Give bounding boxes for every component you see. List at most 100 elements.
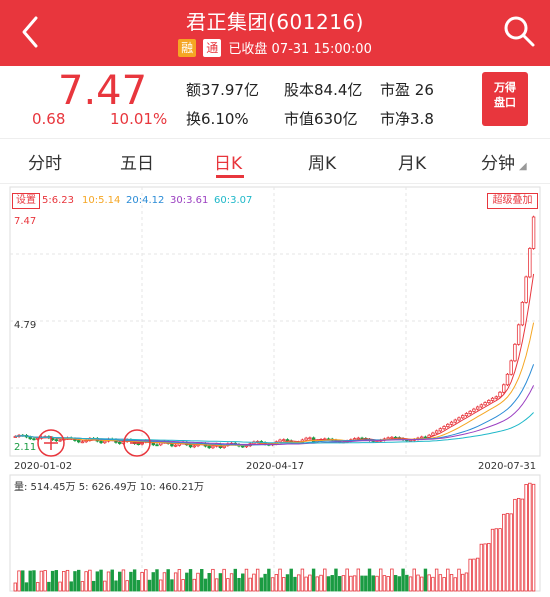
tab-monthly-k[interactable]: 月K — [398, 154, 427, 174]
volume-bar — [226, 578, 230, 592]
volume-bar — [159, 579, 163, 592]
volume-bar — [356, 568, 361, 592]
candle-body — [505, 373, 510, 386]
candle-body — [479, 404, 484, 408]
y-axis-min: 2.11 — [14, 442, 37, 453]
volume-bar — [464, 572, 469, 592]
candle-body — [58, 439, 62, 442]
volume-bar — [47, 581, 51, 592]
search-icon[interactable] — [502, 14, 536, 48]
candle-body — [188, 444, 193, 448]
volume-bar — [461, 573, 465, 592]
volume-bar — [397, 576, 402, 592]
quote-panel: 7.47 0.68 10.01% 额37.97亿 股本84.4亿 市盈 26 换… — [0, 66, 550, 138]
candle-body — [431, 432, 435, 436]
volume-bar — [166, 569, 170, 592]
volume-bar — [173, 572, 178, 592]
candle-body — [494, 396, 498, 399]
volume-bar — [420, 576, 424, 592]
market-status: 融 通 已收盘 07-31 15:00:00 — [0, 38, 550, 57]
x-axis-date-mid: 2020-04-17 — [246, 461, 305, 472]
volume-bar — [472, 558, 476, 592]
volume-bar — [386, 576, 390, 592]
volume-bar — [237, 577, 241, 592]
candle-body — [103, 440, 107, 444]
volume-bar — [524, 484, 528, 592]
volume-bar — [494, 528, 498, 592]
tab-five-day[interactable]: 五日 — [120, 154, 154, 174]
candle-body — [244, 445, 249, 448]
volume-bar — [479, 543, 484, 592]
volume-bar — [125, 580, 129, 592]
volume-bar — [28, 570, 32, 592]
candle-body — [282, 439, 286, 442]
volume-bar — [513, 498, 517, 592]
chart-settings-button[interactable]: 设置 — [12, 193, 40, 209]
candle-body — [464, 413, 469, 417]
volume-bar — [516, 497, 521, 592]
volume-bar — [203, 578, 208, 592]
tab-intraday[interactable]: 分时 — [28, 154, 62, 174]
dropdown-triangle-icon: ◢ — [519, 161, 527, 172]
volume-bar — [218, 573, 223, 592]
volume-bar — [88, 569, 92, 592]
candle-body — [118, 441, 122, 444]
volume-bar — [282, 577, 286, 592]
volume-bar — [248, 577, 252, 592]
candle-body — [241, 445, 245, 448]
volume-bar — [408, 576, 413, 592]
volume-bar — [487, 542, 491, 592]
x-axis-date-end: 2020-07-31 — [478, 461, 537, 472]
volume-bar — [483, 543, 487, 592]
candle-body — [80, 441, 85, 444]
tab-minute[interactable]: 分钟 ◢ — [481, 154, 527, 174]
volume-bar — [352, 575, 357, 592]
tab-weekly-k[interactable]: 周K — [308, 154, 337, 174]
volume-bar — [170, 579, 174, 592]
ma20-label: 20:4.12 — [126, 195, 165, 206]
tab-daily-k[interactable]: 日K — [214, 154, 243, 174]
volume-bar — [505, 513, 510, 592]
volume-bar — [151, 572, 155, 592]
volume-bar — [13, 582, 18, 592]
candle-body — [461, 415, 465, 419]
volume-bar — [207, 572, 211, 592]
status-text: 已收盘 07-31 15:00:00 — [228, 42, 372, 57]
super-overlay-button[interactable]: 超级叠加 — [487, 193, 538, 209]
margin-badge: 融 — [178, 38, 197, 57]
volume-bar — [222, 568, 226, 592]
volume-bar — [531, 483, 536, 592]
volume-bar — [95, 571, 100, 592]
candle-body — [453, 419, 457, 423]
volume-bar — [431, 576, 435, 592]
wind-order-book-button[interactable]: 万得 盘口 — [482, 72, 528, 126]
volume-bar — [177, 569, 182, 592]
candle-body — [487, 400, 491, 404]
volume-bar — [91, 580, 96, 592]
volume-bar — [35, 582, 40, 592]
candle-body — [475, 406, 480, 410]
volume-bar — [378, 568, 383, 592]
volume-bar — [144, 569, 148, 592]
volume-bar — [323, 568, 327, 592]
volume-bar — [129, 571, 133, 592]
stat-market-cap: 市值630亿 — [284, 110, 358, 128]
active-tab-indicator — [216, 175, 244, 178]
volume-bar — [367, 568, 372, 592]
ma60-line — [15, 412, 534, 444]
candle-body — [54, 439, 59, 442]
back-arrow-icon[interactable] — [16, 14, 46, 50]
volume-bar — [200, 569, 204, 592]
volume-bar — [468, 558, 472, 592]
stat-share-capital: 股本84.4亿 — [284, 81, 363, 99]
volume-bar — [263, 573, 267, 592]
volume-bar — [475, 557, 480, 592]
volume-bar — [285, 574, 290, 592]
stat-pe: 市盈 26 — [380, 81, 434, 99]
volume-bar — [416, 574, 420, 592]
volume-bar — [84, 571, 88, 592]
volume-bar — [229, 573, 234, 592]
kline-chart[interactable] — [0, 183, 550, 597]
candle-body — [472, 408, 476, 412]
volume-bar — [267, 568, 271, 592]
